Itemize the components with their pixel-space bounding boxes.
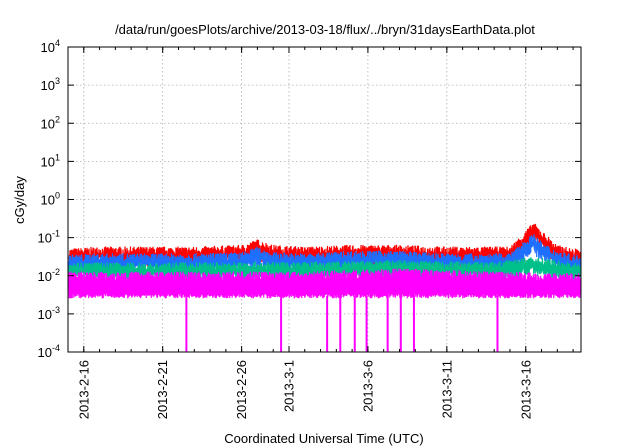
series-group [68, 223, 581, 352]
chart-title: /data/run/goesPlots/archive/2013-03-18/f… [115, 22, 535, 37]
x-axis-label: Coordinated Universal Time (UTC) [224, 431, 423, 446]
series-line-4 [68, 268, 581, 299]
x-tick-label: 2013-3-1 [281, 360, 296, 412]
x-tick-label: 2013-3-11 [439, 360, 454, 418]
y-tick-label: 103 [41, 76, 60, 93]
x-tick-label: 2013-3-6 [360, 360, 375, 412]
x-tick-label: 2013-3-16 [518, 360, 533, 419]
x-axis: 2013-2-16 2013-2-21 2013-2-26 2013-3-1 2013-… [76, 47, 574, 419]
x-tick-label: 2013-2-16 [76, 360, 91, 419]
y-tick-label: 101 [41, 152, 60, 169]
y-tick-label: 10-2 [38, 267, 60, 284]
y-tick-label: 102 [41, 114, 60, 131]
y-tick-label: 10-3 [38, 305, 60, 322]
x-tick-label: 2013-2-21 [155, 360, 170, 419]
y-axis-label: cGy/day [12, 176, 27, 224]
grid [68, 47, 581, 352]
y-tick-label: 104 [41, 38, 60, 55]
x-tick-label: 2013-2-26 [234, 360, 249, 419]
series-line-2 [68, 234, 581, 276]
y-tick-label: 10-1 [38, 229, 60, 246]
y-axis: 10-4 10-3 10-2 10-1 100 101 102 103 104 [38, 38, 581, 360]
y-tick-label: 100 [41, 191, 60, 208]
y-tick-label: 10-4 [38, 343, 60, 360]
